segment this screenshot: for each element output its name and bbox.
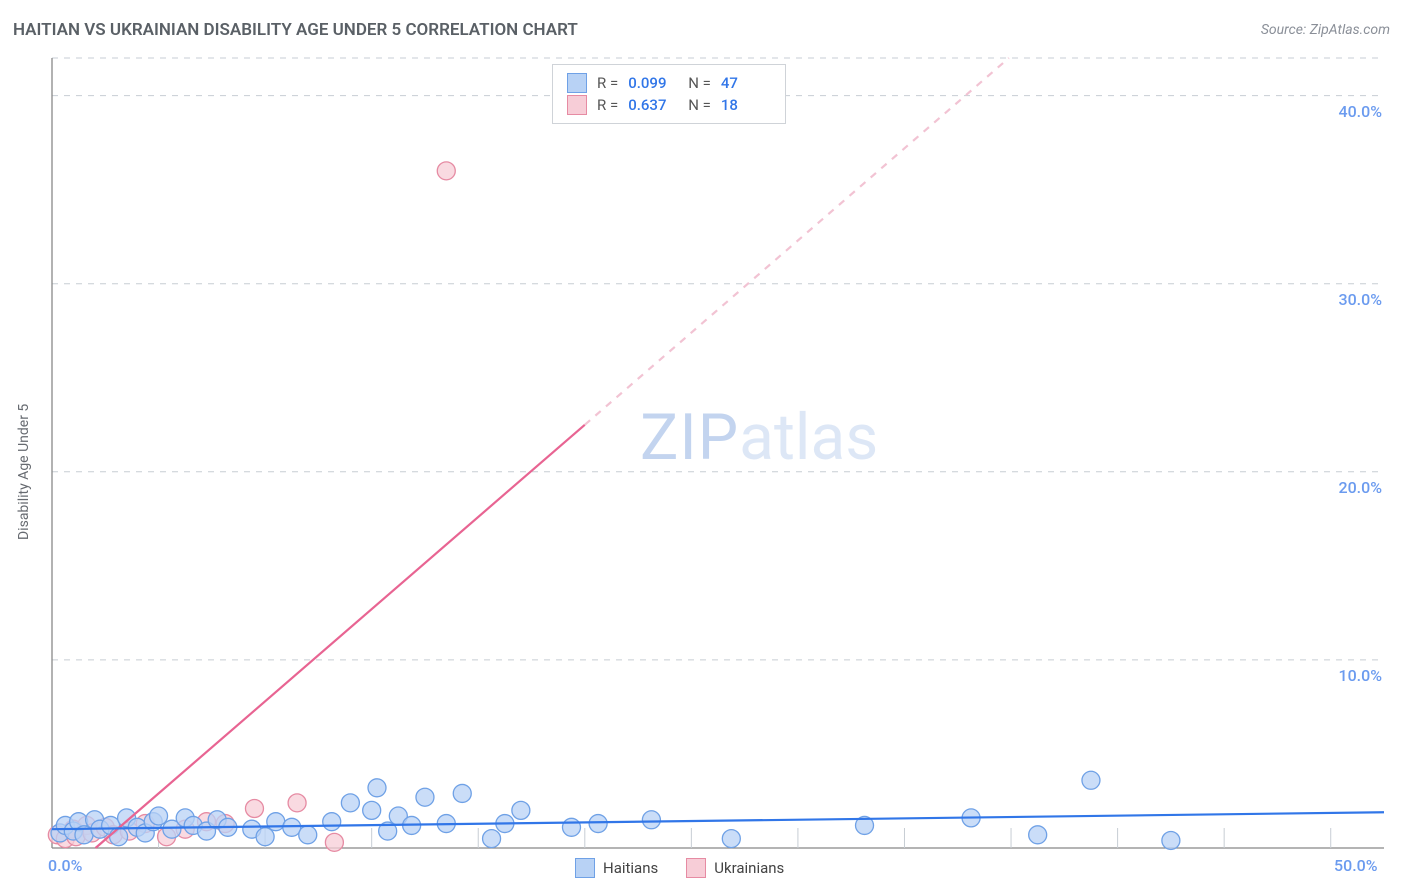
n-label: N =	[688, 96, 711, 114]
series-legend: Haitians Ukrainians	[575, 858, 784, 878]
correlation-legend: R = 0.099 N = 47 R = 0.637 N = 18	[552, 64, 786, 124]
swatch-ukrainians	[686, 858, 706, 878]
swatch-ukrainians	[567, 95, 587, 115]
legend-item-haitians: Haitians	[575, 858, 658, 878]
y-tick-label: 30.0%	[1324, 290, 1382, 309]
scatter-plot	[0, 0, 1406, 892]
r-label: R =	[597, 74, 618, 92]
n-value: 18	[721, 96, 771, 114]
chart-container: HAITIAN VS UKRAINIAN DISABILITY AGE UNDE…	[0, 0, 1406, 892]
r-value: 0.099	[628, 74, 678, 92]
legend-item-ukrainians: Ukrainians	[686, 858, 784, 878]
swatch-haitians	[567, 73, 587, 93]
x-tick-label: 0.0%	[48, 856, 82, 875]
y-tick-label: 10.0%	[1324, 666, 1382, 685]
swatch-haitians	[575, 858, 595, 878]
y-tick-label: 20.0%	[1324, 478, 1382, 497]
x-tick-label: 50.0%	[1334, 856, 1378, 875]
legend-row-haitians: R = 0.099 N = 47	[567, 73, 771, 93]
legend-label: Ukrainians	[714, 859, 784, 877]
r-label: R =	[597, 96, 618, 114]
r-value: 0.637	[628, 96, 678, 114]
n-label: N =	[688, 74, 711, 92]
n-value: 47	[721, 74, 771, 92]
y-tick-label: 40.0%	[1324, 102, 1382, 121]
legend-label: Haitians	[603, 859, 658, 877]
legend-row-ukrainians: R = 0.637 N = 18	[567, 95, 771, 115]
